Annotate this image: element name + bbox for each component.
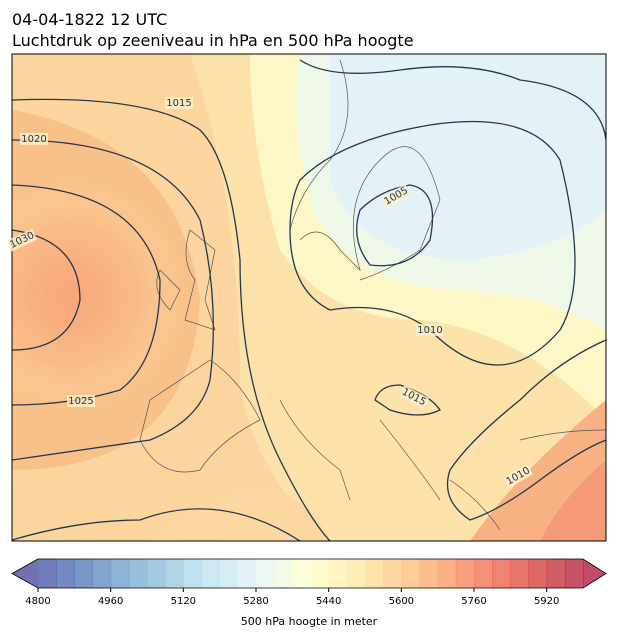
colorbar-extend-high — [583, 559, 606, 588]
colorbar-segment — [147, 559, 166, 588]
colorbar-tick-label: 5280 — [243, 596, 268, 607]
isobar-label-bg — [380, 183, 412, 209]
colorbar-segment — [310, 559, 330, 588]
colorbar-segment — [437, 559, 457, 588]
colorbar-segment — [455, 559, 475, 588]
colorbar-segment — [183, 559, 202, 588]
colorbar-frame — [11, 558, 607, 589]
colorbar-tick-label: 5120 — [171, 596, 196, 607]
title: 04-04-1822 12 UTC — [12, 10, 167, 29]
isobar-label-bg — [502, 463, 534, 489]
isobar-label-bg — [20, 133, 48, 145]
map — [12, 54, 606, 541]
colorbar-tick-label: 4960 — [98, 596, 123, 607]
colorbar-segment — [510, 559, 529, 588]
isobar-label: 1015 — [166, 98, 191, 109]
colorbar-segment — [237, 559, 257, 588]
colorbar-segment — [292, 559, 311, 588]
colorbar-segment — [365, 559, 384, 588]
colorbar-segment — [56, 559, 75, 588]
colorbar-extend-low — [12, 559, 38, 588]
isobar-label: 1010 — [417, 325, 442, 336]
colorbar-tick-label: 4800 — [25, 596, 50, 607]
colorbar-segment — [274, 559, 293, 588]
colorbar-segment — [328, 559, 348, 588]
isobar-label-bg — [416, 324, 444, 336]
colorbar-label: 500 hPa hoogte in meter — [241, 615, 378, 628]
isobar-label-bg — [6, 228, 38, 252]
colorbar-segment — [256, 559, 275, 588]
isobar-label-bg — [165, 97, 193, 109]
isobar-label: 1025 — [68, 396, 93, 407]
colorbar-segment — [38, 559, 57, 588]
colorbar-segment — [383, 559, 402, 588]
colorbar-tick-label: 5600 — [389, 596, 414, 607]
colorbar-segment — [492, 559, 511, 588]
colorbar-segment — [528, 559, 548, 588]
colorbar-segment — [128, 559, 148, 588]
colorbar-segment — [346, 559, 366, 588]
colorbar-tick-label: 5440 — [316, 596, 341, 607]
map-frame — [11, 53, 607, 542]
colorbar-segment — [165, 559, 184, 588]
colorbar-tick-label: 5920 — [534, 596, 559, 607]
colorbar-segment — [92, 559, 112, 588]
colorbar-segment — [74, 559, 93, 588]
colorbar-segment — [401, 559, 420, 588]
colorbar-segment — [564, 559, 584, 588]
subtitle: Luchtdruk op zeeniveau in hPa en 500 hPa… — [12, 31, 414, 50]
isobar-label-bg — [398, 385, 430, 409]
colorbar-segment — [474, 559, 493, 588]
colorbar-tick-label: 5760 — [461, 596, 486, 607]
colorbar-segment — [546, 559, 566, 588]
isobar-label-bg — [67, 395, 95, 407]
colorbar-segment — [201, 559, 221, 588]
colorbar-segment — [219, 559, 239, 588]
isobar-label: 1020 — [21, 134, 46, 145]
colorbar-segment — [110, 559, 130, 588]
colorbar-segment — [419, 559, 439, 588]
